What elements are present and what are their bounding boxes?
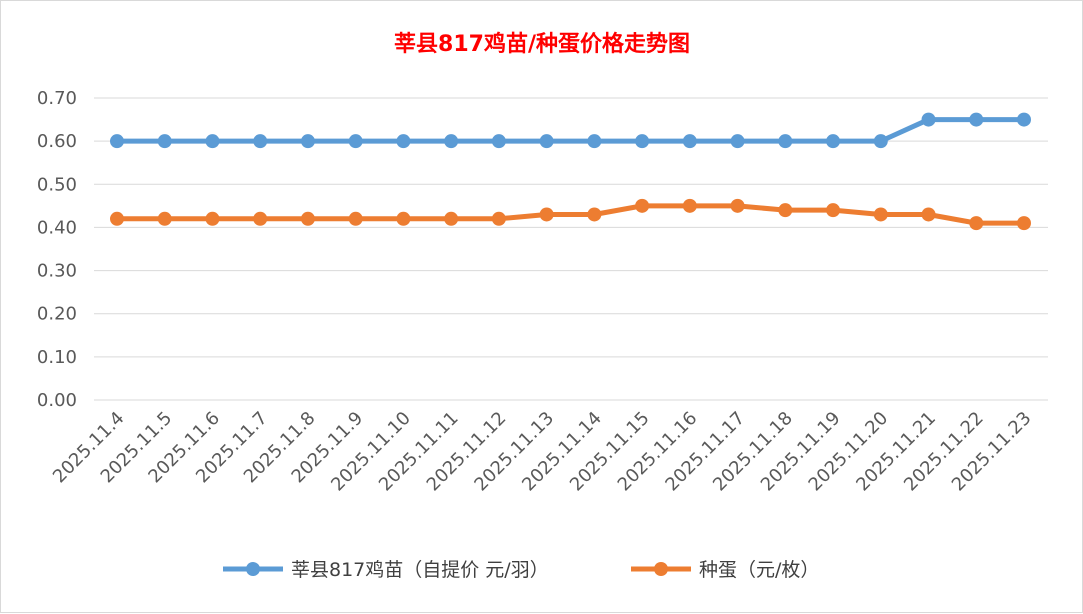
data-point	[110, 211, 124, 226]
y-tick-label: 0.10	[37, 347, 77, 368]
data-point	[826, 203, 841, 218]
data-point	[253, 211, 268, 226]
data-point	[778, 203, 793, 218]
data-point	[1017, 112, 1031, 127]
data-point	[635, 134, 650, 149]
y-tick-label: 0.20	[37, 304, 77, 325]
data-point	[682, 134, 697, 149]
data-point	[921, 207, 936, 222]
data-point	[587, 207, 602, 222]
data-point	[205, 211, 220, 226]
data-point	[348, 211, 363, 226]
y-tick-label: 0.60	[37, 131, 77, 152]
series-line	[117, 203, 1024, 226]
series-line	[117, 117, 1024, 144]
data-point	[873, 207, 888, 222]
legend-label: 种蛋（元/枚）	[699, 559, 819, 581]
data-point	[491, 134, 506, 149]
y-tick-label: 0.40	[37, 217, 77, 238]
data-point	[491, 211, 506, 226]
data-point	[539, 207, 554, 222]
data-point	[921, 112, 936, 127]
data-point	[444, 211, 459, 226]
data-point	[157, 211, 172, 226]
data-point	[110, 134, 124, 149]
data-point	[444, 134, 459, 149]
data-point	[348, 134, 363, 149]
data-point	[587, 134, 602, 149]
y-tick-label: 0.30	[37, 261, 77, 282]
data-point	[969, 112, 984, 127]
data-point	[682, 198, 697, 213]
legend-marker	[654, 562, 668, 576]
data-point	[873, 134, 888, 149]
data-point	[778, 134, 793, 149]
legend-label: 莘县817鸡苗（自提价 元/羽）	[291, 559, 549, 581]
data-point	[396, 134, 411, 149]
data-point	[300, 211, 315, 226]
data-point	[826, 134, 841, 149]
y-tick-label: 0.70	[37, 88, 77, 109]
y-tick-label: 0.50	[37, 174, 77, 195]
data-point	[730, 134, 745, 149]
data-point	[969, 216, 984, 231]
data-point	[205, 134, 220, 149]
data-point	[730, 198, 745, 213]
data-point	[157, 134, 172, 149]
data-point	[1017, 216, 1031, 231]
data-point	[253, 134, 268, 149]
legend-marker	[246, 562, 260, 576]
data-point	[300, 134, 315, 149]
chart-title: 莘县817鸡苗/种蛋价格走势图	[394, 31, 690, 57]
y-tick-label: 0.00	[37, 390, 77, 411]
data-point	[539, 134, 554, 149]
data-point	[396, 211, 411, 226]
data-point	[635, 198, 650, 213]
